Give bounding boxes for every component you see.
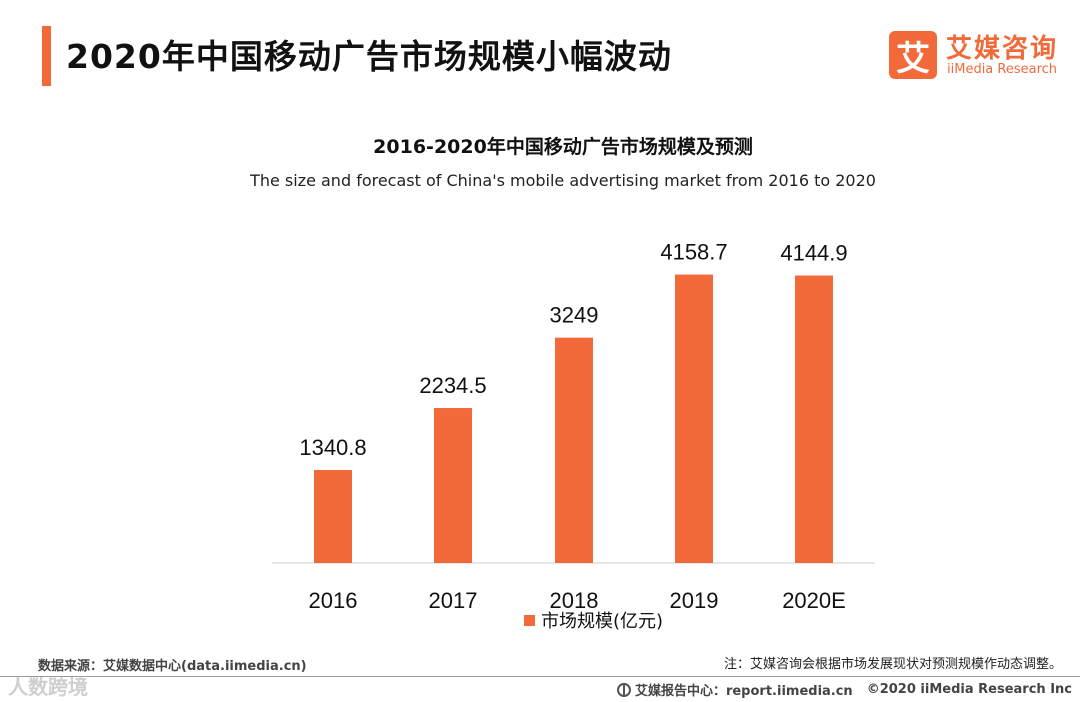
forecast-note: 注：艾媒咨询会根据市场发展现状对预测规模作动态调整。 [723, 657, 1062, 672]
bar-2019 [675, 274, 713, 563]
data-label-2018: 3249 [550, 303, 599, 328]
x-tick-2017: 2017 [429, 588, 478, 613]
data-label-2017: 2234.5 [419, 373, 486, 398]
chart-title: 2016-2020年中国移动广告市场规模及预测 [373, 136, 753, 158]
globe-icon [616, 682, 631, 697]
watermark: 人数跨境 [8, 675, 88, 699]
title-accent-bar [42, 26, 51, 86]
bar-2018 [555, 337, 593, 563]
bar-2020E [795, 275, 833, 563]
bar-2017 [434, 408, 472, 563]
legend-swatch [524, 614, 535, 626]
x-tick-2020E: 2020E [782, 588, 846, 613]
legend-label: 市场规模(亿元) [541, 611, 664, 632]
bar-2016 [314, 469, 352, 563]
data-label-2016: 1340.8 [299, 435, 366, 460]
footer-site: 艾媒报告中心：report.iimedia.cn [634, 684, 853, 699]
x-tick-2016: 2016 [309, 588, 358, 613]
logo-text-cn: 艾媒咨询 [946, 34, 1059, 64]
brand-logo: 艾 艾媒咨询 iiMedia Research [889, 31, 1069, 81]
footer-bar: 艾媒报告中心：report.iimedia.cn ©2020 iiMedia R… [616, 680, 1072, 699]
chart-legend: 市场规模(亿元) [524, 610, 664, 632]
chart-subtitle: The size and forecast of China's mobile … [250, 171, 876, 190]
footer-copyright: ©2020 iiMedia Research Inc [866, 682, 1072, 697]
data-label-2019: 4158.7 [660, 240, 727, 265]
data-label-2020E: 4144.9 [780, 241, 847, 266]
logo-text-en: iiMedia Research [947, 62, 1058, 77]
page-title: 2020年中国移动广告市场规模小幅波动 [66, 37, 672, 76]
data-source: 数据来源：艾媒数据中心(data.iimedia.cn) [38, 659, 307, 674]
logo-icon: 艾 [889, 31, 937, 79]
footer-divider [0, 676, 1080, 677]
x-tick-2018: 2018 [550, 588, 599, 613]
x-tick-2019: 2019 [670, 588, 719, 613]
